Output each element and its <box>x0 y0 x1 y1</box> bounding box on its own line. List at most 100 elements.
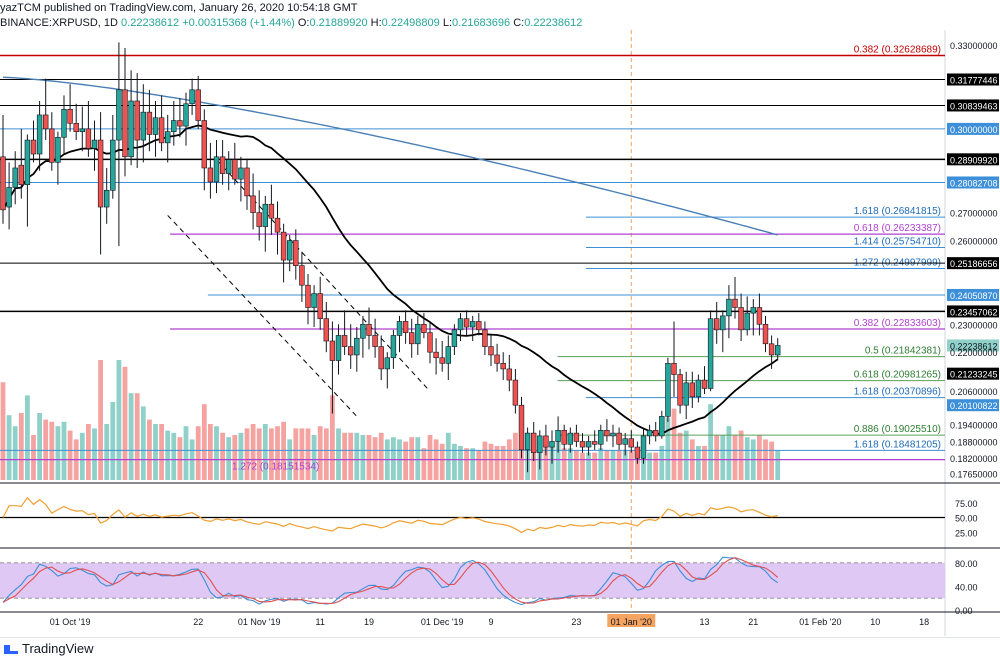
candle-body <box>79 128 86 132</box>
volume-bar <box>567 448 573 480</box>
time-axis-label: 9 <box>488 617 493 627</box>
candle-body <box>598 430 604 445</box>
volume-bar <box>403 441 408 480</box>
open-value: 0.21889920 <box>309 17 368 29</box>
price-axis-label: 0.21233245 <box>950 370 998 380</box>
volume-bar <box>201 404 207 480</box>
candle-body <box>439 357 445 364</box>
candle-body <box>530 432 537 453</box>
candle-body <box>451 329 458 347</box>
high-label: H: <box>370 17 382 29</box>
time-axis-label: 01 Feb '20 <box>799 617 841 627</box>
candle-body <box>232 159 238 180</box>
candle-body <box>634 446 641 459</box>
volume-bar <box>561 448 567 480</box>
candle-body <box>110 139 116 191</box>
candle-body <box>73 123 79 132</box>
volume-bar <box>574 450 579 480</box>
candle-body <box>683 382 689 406</box>
volume-bar <box>232 435 238 480</box>
price-axis-label: 0.20100822 <box>950 401 998 411</box>
time-axis-label: 22 <box>193 617 203 627</box>
volume-bar <box>262 424 268 480</box>
level-label: 1.272 (0.18151534) <box>232 462 319 473</box>
volume-bar <box>543 443 549 480</box>
volume-bar <box>159 424 164 480</box>
candle-body <box>506 368 512 381</box>
volume-bar <box>12 426 18 480</box>
stoch-band <box>0 562 945 599</box>
time-axis-label: 10 <box>870 617 880 627</box>
volume-bar <box>104 424 110 480</box>
candle-body <box>408 332 415 345</box>
volume-bar <box>293 428 299 480</box>
candle-body <box>652 430 659 437</box>
volume-bar <box>415 437 421 480</box>
candle-body <box>97 139 104 208</box>
time-axis-label: 01 Oct '19 <box>50 617 91 627</box>
volume-bar <box>360 435 366 480</box>
candle-body <box>55 136 61 163</box>
price-chart[interactable]: 0.382 (0.32628689) 1.618 (0.26841815) 0.61… <box>0 0 1000 637</box>
volume-bar <box>195 426 201 480</box>
candle-body <box>768 343 775 356</box>
candle-body <box>378 346 384 370</box>
price-axis-label: 0.31777446 <box>950 75 998 85</box>
volume-bar <box>628 450 634 480</box>
volume-bar <box>732 435 738 480</box>
price-label-box <box>947 122 999 135</box>
low-label: L: <box>442 17 453 29</box>
volume-bar <box>153 424 158 480</box>
volume-bar <box>122 366 128 480</box>
volume-bar <box>683 430 689 480</box>
price-label-box <box>947 399 999 412</box>
close-label: C: <box>513 17 525 29</box>
volume-bar <box>378 432 384 480</box>
price-axis-label: 0.28909920 <box>950 155 998 165</box>
candle-body <box>524 432 531 451</box>
candle-body <box>158 117 165 144</box>
candle-body <box>0 156 6 211</box>
candle-body <box>226 159 232 174</box>
candle-body <box>183 103 189 127</box>
price-label-box <box>947 73 999 86</box>
candle-body <box>238 167 244 180</box>
tradingview-logo[interactable]: TradingView <box>4 641 94 656</box>
volume-bar <box>757 435 762 480</box>
candle-body <box>128 100 134 158</box>
candle-body <box>384 357 390 370</box>
candle-body <box>427 332 433 353</box>
volume-bar <box>775 450 781 480</box>
candle-body <box>579 441 586 448</box>
volume-bar <box>165 430 171 480</box>
candle-body <box>561 430 567 445</box>
volume-bar <box>220 432 225 480</box>
price-axis-label: 0.20600000 <box>950 387 998 397</box>
volume-bar <box>31 435 36 480</box>
volume-bar <box>37 413 42 480</box>
price-label-box <box>947 288 999 301</box>
volume-bar <box>464 448 469 480</box>
price-label-box <box>947 305 999 318</box>
volume-bar <box>421 448 427 480</box>
candle-body <box>61 109 67 138</box>
candle-body <box>591 441 598 445</box>
level-label: 1.618 (0.26841815) <box>854 206 941 217</box>
volume-bar <box>311 435 317 480</box>
volume-bar <box>183 426 189 480</box>
candle-body <box>219 156 226 174</box>
candle-body <box>573 432 580 442</box>
candle-body <box>726 298 732 317</box>
price-axis-label: 0.18200000 <box>950 454 998 464</box>
candle-body <box>91 139 98 149</box>
close-value: 0.22238612 <box>524 17 583 29</box>
volume-bar <box>604 450 610 480</box>
time-axis-label: 23 <box>571 617 581 627</box>
volume-bar <box>43 419 49 480</box>
volume-bar <box>439 443 445 480</box>
price-axis-label: 0.26000000 <box>950 237 998 247</box>
candle-body <box>555 430 561 442</box>
time-axis-label: 01 Jan '20 <box>611 617 652 627</box>
candle-body <box>500 363 506 370</box>
candle-body <box>177 120 183 127</box>
